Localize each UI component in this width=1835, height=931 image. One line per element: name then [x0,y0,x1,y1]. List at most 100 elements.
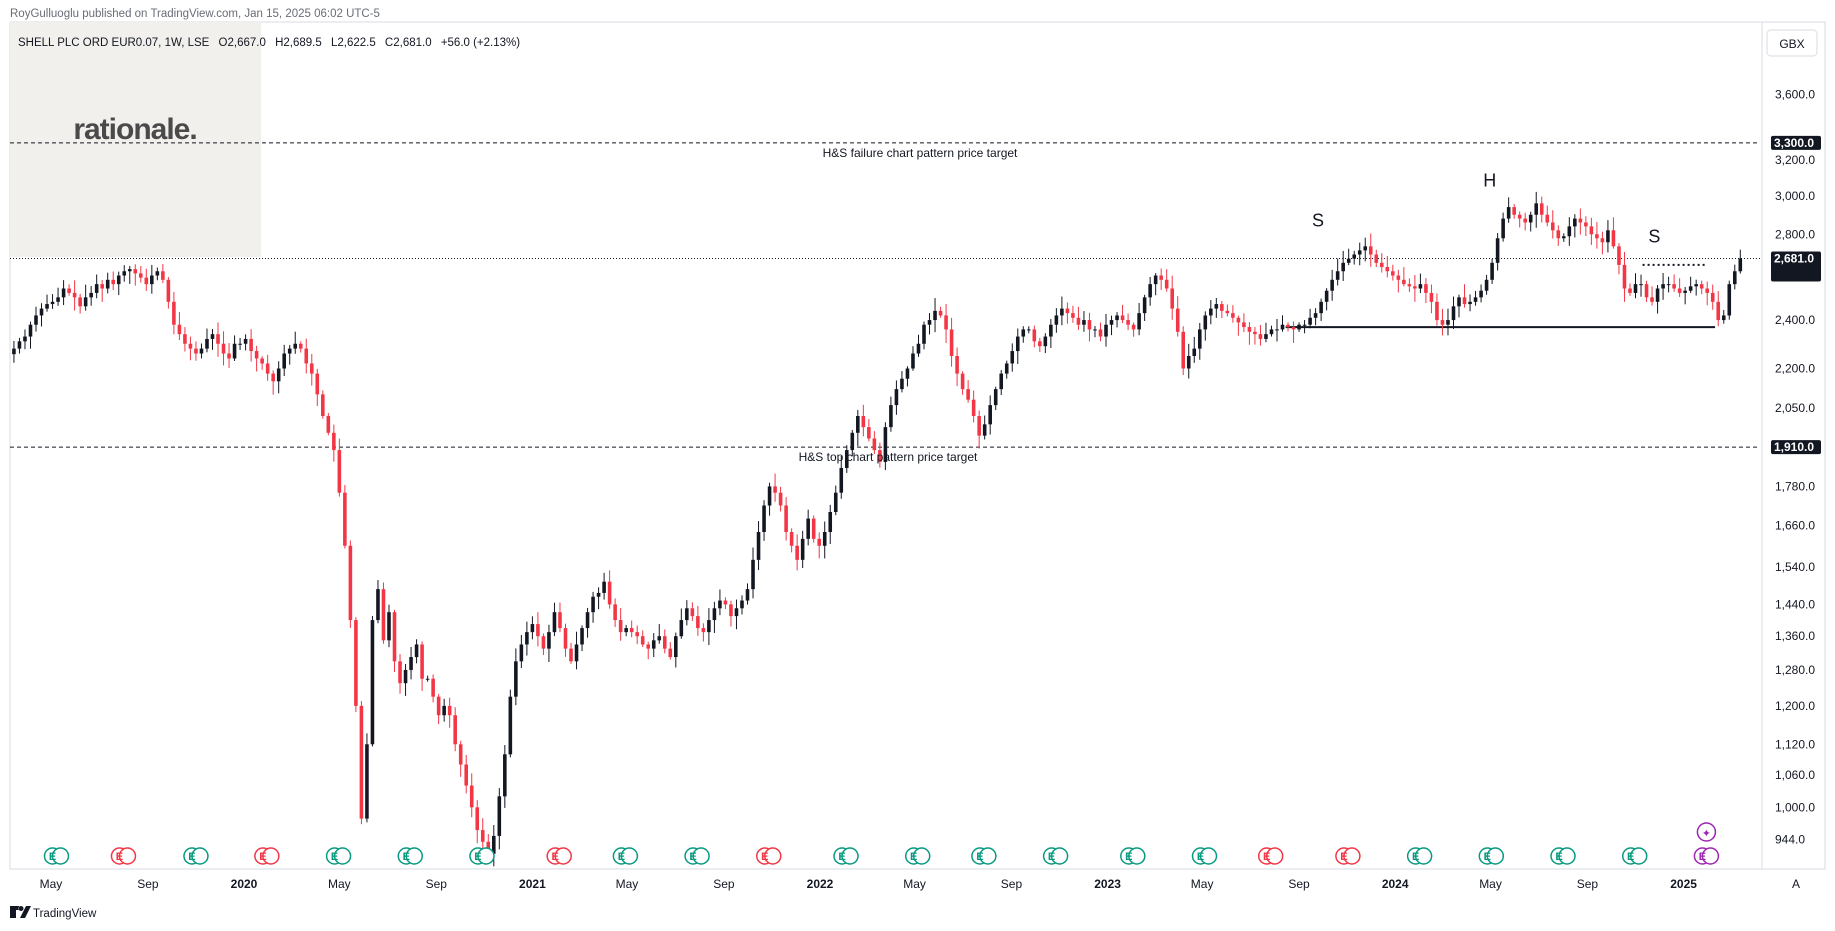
target-low-tag[interactable]: 1,910.0 [1771,440,1821,455]
candle[interactable] [773,473,777,502]
candle[interactable] [745,583,750,605]
candle[interactable] [1457,294,1461,318]
candle[interactable] [392,609,397,673]
candle[interactable] [624,624,628,637]
candle[interactable] [370,616,375,747]
candle[interactable] [629,620,634,638]
dividend-event-icon[interactable]: E [469,847,495,865]
candle[interactable] [111,271,116,291]
candle[interactable] [1446,308,1450,336]
candle[interactable] [188,336,193,361]
dividend-event-icon[interactable]: E [397,847,424,865]
candle[interactable] [1462,284,1467,308]
candle[interactable] [116,271,121,296]
candle[interactable] [1721,309,1726,324]
candle[interactable] [127,266,132,284]
candle[interactable] [1655,284,1660,314]
candle[interactable] [1550,210,1555,239]
candle[interactable] [1611,217,1616,249]
candle[interactable] [811,515,816,543]
candle[interactable] [525,621,529,656]
candle[interactable] [800,530,805,568]
dividend-event-icon[interactable]: E [904,847,931,865]
candle[interactable] [1164,269,1169,292]
candle[interactable] [1313,308,1318,326]
candle[interactable] [1280,315,1285,332]
time-axis[interactable]: May Sep 2020 May Sep 2021 May Sep 2022 May Sep 2023… [40,877,1698,891]
candle[interactable] [1109,315,1114,336]
candle[interactable] [740,595,744,615]
candle[interactable] [94,274,99,299]
candle[interactable] [596,587,601,610]
candle[interactable] [1368,233,1373,267]
dividend-event-icon[interactable]: E [1042,847,1069,865]
candle[interactable] [751,547,755,599]
candle[interactable] [232,335,237,361]
candle[interactable] [469,773,474,818]
candle[interactable] [856,409,860,447]
candle[interactable] [150,264,154,294]
auto-scale-button[interactable]: A [1792,877,1800,891]
candle[interactable] [767,482,772,516]
candle[interactable] [1032,325,1037,348]
candle[interactable] [1672,274,1676,292]
candle[interactable] [1490,258,1494,284]
candle[interactable] [343,485,347,549]
candle[interactable] [580,625,584,652]
candle[interactable] [872,431,877,455]
candle[interactable] [177,312,182,341]
candle[interactable] [34,306,38,332]
candle[interactable] [674,632,678,668]
candle[interactable] [850,430,855,457]
candle[interactable] [949,317,954,367]
candle[interactable] [1357,242,1362,266]
candle[interactable] [1473,290,1478,306]
candle[interactable] [205,328,209,353]
candle[interactable] [1661,273,1665,300]
candle[interactable] [1517,211,1522,228]
candle[interactable] [1170,275,1174,320]
candle[interactable] [657,624,662,644]
candle[interactable] [696,605,700,636]
candle[interactable] [613,598,617,627]
candle[interactable] [1159,268,1163,290]
candle[interactable] [161,264,165,284]
candle[interactable] [1424,278,1428,304]
candle[interactable] [1644,280,1649,302]
earnings-event-icon[interactable]: E [1257,847,1284,865]
candle[interactable] [707,608,711,646]
candle[interactable] [927,313,932,335]
candle[interactable] [668,642,673,660]
candle[interactable] [569,642,573,664]
candle[interactable] [1407,278,1412,293]
candle[interactable] [1528,211,1533,232]
dividend-event-icon[interactable]: E [612,847,639,865]
candle[interactable] [332,424,336,462]
candle[interactable] [1335,258,1340,286]
candle[interactable] [784,497,788,541]
candle[interactable] [464,755,469,794]
candle[interactable] [1142,294,1147,321]
candle[interactable] [1275,318,1279,342]
candle[interactable] [309,353,314,386]
currency-label[interactable]: GBX [1779,37,1804,51]
candle[interactable] [139,265,143,283]
candle[interactable] [28,321,33,349]
candle[interactable] [436,694,441,725]
candle[interactable] [497,788,502,850]
candle[interactable] [922,321,926,350]
candle[interactable] [221,331,226,366]
candle[interactable] [1297,322,1301,332]
candle[interactable] [1506,197,1511,223]
candle[interactable] [249,329,253,362]
candle[interactable] [1054,308,1059,333]
candle[interactable] [67,284,71,296]
candle[interactable] [144,268,149,291]
candle[interactable] [1567,217,1572,246]
candle[interactable] [916,334,921,357]
candle[interactable] [56,287,60,306]
candle[interactable] [1589,217,1594,245]
candle[interactable] [1071,305,1075,323]
candle[interactable] [1379,253,1384,273]
